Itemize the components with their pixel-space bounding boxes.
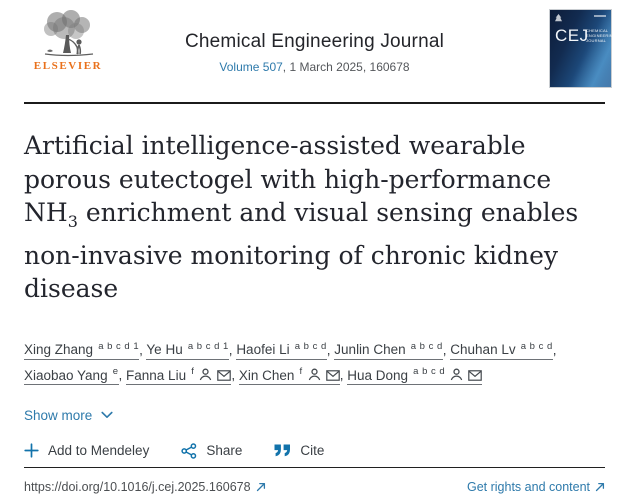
person-icon <box>308 368 321 384</box>
author-affiliation-superscript: a b c d <box>407 340 443 352</box>
doi-link[interactable]: https://doi.org/10.1016/j.cej.2025.16067… <box>24 480 266 494</box>
person-icon <box>450 368 463 384</box>
author-entry: Xin Chen f, <box>238 366 348 385</box>
journal-header: ELSEVIER Chemical Engineering Journal Vo… <box>24 0 616 104</box>
article-title-line: porous eutectogel with high-performance <box>24 164 552 194</box>
plus-icon <box>24 443 39 458</box>
volume-line: Volume 507, 1 March 2025, 160678 <box>185 60 444 74</box>
cite-button[interactable]: Cite <box>274 443 324 458</box>
author-affiliation-superscript: a b c d <box>517 340 553 352</box>
action-toolbar: Add to Mendeley Share <box>24 442 605 459</box>
author-entry: Chuhan Lv a b c d, <box>450 340 557 360</box>
author-link[interactable]: Xin Chen f <box>238 366 340 385</box>
author-name[interactable]: Haofei Li <box>236 342 290 357</box>
author-name[interactable]: Ye Hu <box>146 342 183 357</box>
author-link[interactable]: Xing Zhang a b c d 1 <box>24 340 140 360</box>
cover-microtext-bar <box>594 15 606 17</box>
author-separator: , <box>339 367 348 383</box>
email-envelope-icon[interactable] <box>217 369 232 384</box>
author-entry: Haofei Li a b c d, <box>236 340 335 360</box>
author-name[interactable]: Xin Chen <box>238 367 295 383</box>
author-affiliation-superscript: a b c d <box>291 340 327 352</box>
journal-title-link[interactable]: Chemical Engineering Journal <box>184 31 445 52</box>
author-entry: Xing Zhang a b c d 1, <box>24 340 147 360</box>
journal-cover-thumbnail[interactable]: CEJ Chemical Engineering Journal <box>549 9 617 88</box>
email-envelope-icon[interactable] <box>468 369 482 384</box>
journal-meta: Chemical Engineering Journal Volume 507,… <box>185 31 444 74</box>
cite-quote-icon <box>274 444 291 457</box>
author-entry: Xiaobao Yang e, <box>24 366 127 385</box>
author-name[interactable]: Junlin Chen <box>334 342 406 357</box>
elsevier-tree-icon <box>44 10 94 57</box>
article-title-line: disease <box>24 274 119 303</box>
author-affiliation-superscript: e <box>109 366 119 377</box>
show-more-button[interactable]: Show more <box>24 408 113 423</box>
author-affiliation-superscript: a b c d 1 <box>184 340 229 352</box>
add-to-mendeley-button[interactable]: Add to Mendeley <box>24 443 149 458</box>
author-separator: , <box>118 367 127 383</box>
external-link-icon <box>595 482 605 491</box>
author-entry: Ye Hu a b c d 1, <box>146 340 237 360</box>
external-link-icon <box>256 482 265 491</box>
issue-date-text: , 1 March 2025, 160678 <box>282 60 410 74</box>
author-link[interactable]: Xiaobao Yang e <box>24 366 119 385</box>
author-link[interactable]: Junlin Chen a b c d <box>334 340 443 360</box>
author-affiliation-superscript: a b c d 1 <box>95 340 140 352</box>
get-rights-label: Get rights and content <box>467 479 590 494</box>
author-separator: , <box>139 342 147 357</box>
volume-link[interactable]: Volume 507 <box>219 60 283 74</box>
author-link[interactable]: Haofei Li a b c d <box>236 340 327 360</box>
author-affiliation-superscript: a b c d <box>410 366 446 377</box>
author-entry: Junlin Chen a b c d, <box>334 340 451 360</box>
get-rights-link[interactable]: Get rights and content <box>467 480 605 494</box>
doi-row: https://doi.org/10.1016/j.cej.2025.16067… <box>24 468 605 502</box>
author-name[interactable]: Xing Zhang <box>24 342 94 357</box>
author-affiliation-superscript: f <box>296 366 303 377</box>
share-label: Share <box>206 443 243 458</box>
article-title-line: Artificial intelligence-assisted wearabl… <box>24 131 526 160</box>
author-separator: , <box>231 367 239 383</box>
elsevier-logo[interactable]: ELSEVIER <box>24 9 112 72</box>
author-link[interactable]: Chuhan Lv a b c d <box>450 340 553 360</box>
author-name[interactable]: Xiaobao Yang <box>24 367 108 383</box>
cover-initials: CEJ <box>555 26 589 45</box>
email-envelope-icon[interactable] <box>325 369 340 384</box>
author-list: Xing Zhang a b c d 1, Ye Hu a b c d 1, H… <box>24 336 605 388</box>
author-entry: Fanna Liu f, <box>126 366 239 385</box>
share-button[interactable]: Share <box>181 442 243 459</box>
author-name[interactable]: Chuhan Lv <box>450 342 516 357</box>
author-name[interactable]: Fanna Liu <box>126 367 187 383</box>
cover-journal-title: Chemical Engineering Journal <box>586 28 617 43</box>
divider-top <box>24 466 605 468</box>
author-entry: Hua Dong a b c d <box>347 366 483 385</box>
author-link[interactable]: Ye Hu a b c d 1 <box>146 340 229 360</box>
author-separator: , <box>228 342 237 357</box>
article-title: Artificial intelligence-assisted wearabl… <box>24 129 605 306</box>
article-title-line: non-invasive monitoring of chronic kidne… <box>24 240 559 270</box>
add-to-mendeley-label: Add to Mendeley <box>48 443 150 458</box>
author-name[interactable]: Hua Dong <box>347 367 409 383</box>
author-link[interactable]: Hua Dong a b c d <box>347 366 483 385</box>
article-title-line: NH3 enrichment and visual sensing enable… <box>24 198 579 231</box>
author-separator: , <box>442 342 451 357</box>
elsevier-wordmark: ELSEVIER <box>33 60 103 72</box>
author-affiliation-superscript: f <box>188 366 195 377</box>
cover-publisher-emblem <box>555 14 562 22</box>
share-icon <box>181 442 197 459</box>
cite-label: Cite <box>300 443 325 458</box>
author-separator: , <box>326 342 335 357</box>
author-link[interactable]: Fanna Liu f <box>126 366 232 385</box>
show-more-label: Show more <box>24 407 93 423</box>
doi-text: https://doi.org/10.1016/j.cej.2025.16067… <box>24 479 251 494</box>
person-icon <box>199 368 212 384</box>
chevron-down-icon <box>101 411 113 418</box>
author-separator: , <box>552 342 557 357</box>
